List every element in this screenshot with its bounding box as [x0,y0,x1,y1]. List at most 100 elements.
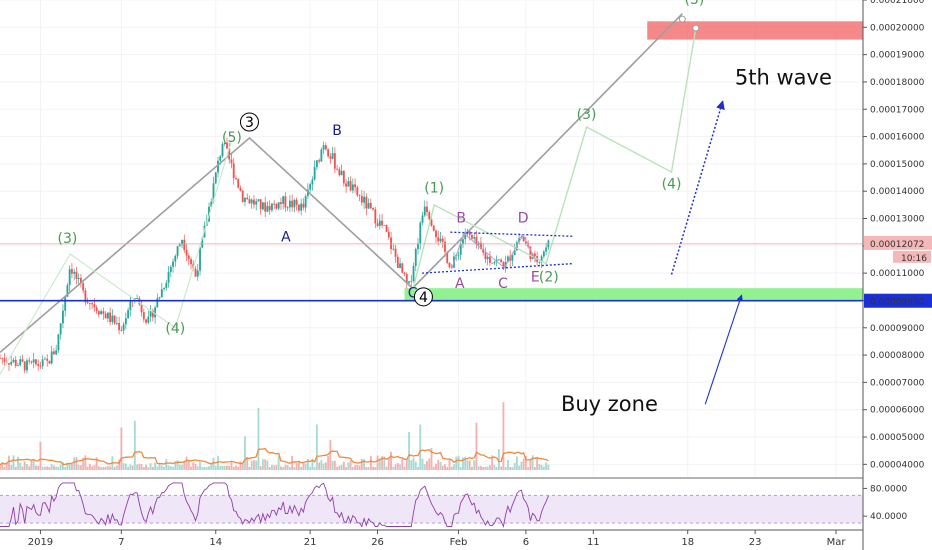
wave-label: 3 [245,115,254,131]
candle-body [489,256,491,263]
volume-bar [12,455,15,470]
volume-bar [518,465,521,470]
candle-body [277,202,280,209]
candle-body [3,358,6,362]
candle-body [333,153,336,169]
candle-body [226,142,228,149]
volume-bar [237,466,240,470]
volume-bar [129,464,132,470]
price-tick-label: 0.00018000 [870,78,925,88]
candle-body [241,190,244,202]
volume-bar [149,463,152,470]
price-axis: 0.00021000 0.00020000 0.00019000 0.00018000… [862,0,932,550]
volume-bar [28,466,31,470]
volume-bar [230,461,233,470]
volume-bar [396,462,399,470]
volume-bar [35,465,37,470]
volume-bar [542,466,545,470]
support-price-label: 0.00009990 [870,298,925,308]
volume-bar [199,462,201,470]
candle-body [266,205,269,212]
candle-body [437,237,440,242]
candle-body [190,259,192,265]
volume-bar [196,466,199,470]
candle-body [408,281,410,283]
volume-bar [88,463,91,470]
candle-body [268,205,271,211]
candle-body [506,256,509,262]
volume-bar [401,458,404,470]
candle-body [212,183,215,202]
candle-body [237,179,240,188]
volume-bar [239,461,242,470]
candle-body [428,212,431,220]
volume-bar [480,465,482,470]
volume-bar [282,466,285,470]
candle-body [104,313,107,319]
wave-label: A [281,230,291,246]
candle-body [93,304,96,308]
volume-bar [271,464,273,470]
candle-body [57,334,60,351]
volume-bar [174,461,177,470]
candle-body [248,199,251,204]
volume-bar [205,466,208,470]
candle-body [378,220,381,226]
volume-bar [115,465,118,470]
volume-bar [178,464,181,470]
volume-bar [320,459,323,470]
price-tick-label: 0.00019000 [870,51,925,61]
candle-body [302,203,305,208]
candle-body [542,251,545,257]
candle-body [91,303,94,305]
candle-body [318,160,321,162]
candle-body [46,358,49,361]
candle-body [329,156,332,159]
volume-bar [286,464,289,470]
wave-label: (2) [539,269,559,285]
candle-body [12,359,15,362]
volume-bar [284,464,287,470]
candle-body [282,196,285,204]
candle-body [239,187,242,191]
volume-bar [192,462,195,470]
candle-body [524,241,527,244]
candle-body [430,219,433,226]
candle-body [482,248,485,253]
volume-bar [428,458,431,470]
price-tick-label: 0.00007000 [870,378,925,388]
wave-label: E [531,269,540,285]
volume-bar [86,466,89,470]
candle-body [372,207,374,210]
volume-bar [466,460,469,470]
candle-body [111,315,114,322]
candle-body [475,237,478,245]
volume-bar [376,455,379,470]
volume-bar [302,463,305,470]
volume-bar [457,455,460,470]
candle-body [86,302,89,304]
volume-bar [338,465,341,470]
candle-body [124,318,127,325]
date-axis: 2019 7 14 21 26 Feb 6 11 18 23 Mar [0,529,863,548]
volume-bar [93,465,96,470]
volume-bar [322,463,325,470]
candle-body [35,359,37,365]
volume-bar [363,459,366,470]
volume-bar [250,460,253,470]
volume-bar [158,464,161,470]
volume-bar [50,464,53,470]
candle-body [513,250,516,256]
candle-body [480,242,482,249]
volume-bar [0,466,1,470]
candle-body [522,236,525,242]
volume-bar [491,455,494,470]
volume-bar [489,465,491,470]
candle-body [165,282,168,289]
wave-5-sub-dot [692,24,700,32]
volume-bar [309,466,312,470]
candle-body [120,330,123,331]
volume-bar [165,458,168,470]
